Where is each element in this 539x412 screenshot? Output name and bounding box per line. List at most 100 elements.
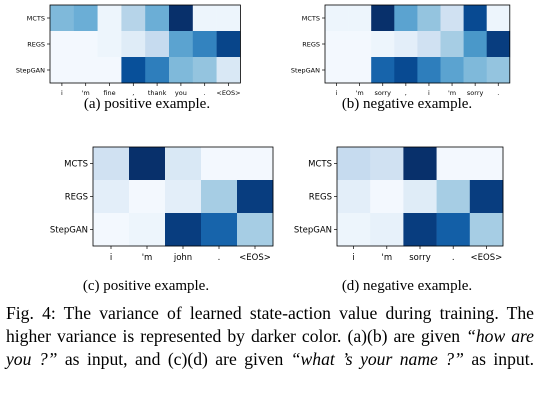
- column-tick-label: 'm: [142, 253, 153, 263]
- heatmap-cell: [417, 57, 441, 84]
- figure-label: Fig. 4:: [6, 303, 56, 323]
- column-tick-label: 'm: [448, 89, 456, 97]
- panel-caption: (c) positive example.: [83, 278, 209, 294]
- heatmap-cell: [129, 213, 166, 247]
- heatmap-cell: [463, 57, 487, 84]
- heatmap-cell: [463, 5, 487, 32]
- column-tick-label: ,: [405, 89, 407, 97]
- heatmap-cell: [237, 213, 274, 247]
- column-tick-label: .: [452, 253, 455, 263]
- row-tick-label: MCTS: [64, 159, 88, 169]
- heatmap-cell: [469, 180, 504, 214]
- column-tick-label: i: [61, 89, 63, 97]
- heatmap-cell: [50, 5, 75, 32]
- row-tick-label: StepGAN: [291, 66, 320, 74]
- heatmap-cell: [93, 180, 130, 214]
- heatmap-cell: [145, 5, 170, 32]
- heatmap-cell: [337, 180, 371, 214]
- heatmap-cell: [370, 213, 404, 247]
- heatmap-cell: [192, 5, 217, 32]
- heatmap-cell: [73, 5, 98, 32]
- heatmap-cell: [165, 147, 202, 181]
- heatmap-cell: [192, 57, 217, 84]
- figure-caption-quote-2: “what ’s your name ?”: [290, 349, 464, 369]
- heatmap-cell: [337, 213, 371, 247]
- heatmap-cell: [216, 31, 241, 58]
- heatmap-cell: [371, 31, 395, 58]
- column-tick-label: <EOS>: [471, 253, 503, 263]
- heatmap-cell: [201, 180, 238, 214]
- heatmap-cell: [201, 147, 238, 181]
- heatmap-cell: [237, 180, 274, 214]
- heatmap-cell: [370, 180, 404, 214]
- row-tick-label: REGS: [302, 40, 320, 48]
- heatmap-cell: [145, 57, 170, 84]
- row-tick-label: StepGAN: [50, 225, 88, 235]
- heatmap-cell: [417, 31, 441, 58]
- heatmap-cell: [463, 31, 487, 58]
- heatmap-cell: [73, 31, 98, 58]
- heatmap-cell: [337, 147, 371, 181]
- panel-caption: (b) negative example.: [342, 96, 472, 112]
- heatmap-cell: [325, 57, 349, 84]
- heatmap-cell: [440, 5, 464, 32]
- column-tick-label: .: [204, 89, 206, 97]
- row-tick-label: MCTS: [302, 14, 320, 22]
- heatmap-cell: [121, 57, 146, 84]
- heatmap-cell: [97, 31, 122, 58]
- heatmap-cell: [50, 57, 75, 84]
- heatmap-cell: [394, 5, 418, 32]
- heatmap-cell: [169, 57, 194, 84]
- heatmap-cell: [486, 57, 511, 84]
- heatmap-cell: [73, 57, 98, 84]
- heatmap-cell: [440, 31, 464, 58]
- column-tick-label: <EOS>: [216, 89, 240, 97]
- heatmap-panel: MCTS REGS StepGAN i 'm sorry, i 'm sorry.: [291, 4, 511, 97]
- heatmap-cell: [325, 5, 349, 32]
- heatmap-cell: [371, 5, 395, 32]
- heatmap-cell: [417, 5, 441, 32]
- figure-caption: Fig. 4: The variance of learned state-ac…: [6, 302, 534, 371]
- row-tick-label: REGS: [309, 192, 332, 202]
- heatmap-cell: [121, 5, 146, 32]
- heatmap-cell: [403, 213, 437, 247]
- row-tick-label: REGS: [27, 40, 45, 48]
- column-tick-label: sorry: [375, 89, 392, 97]
- heatmap-cell: [403, 147, 437, 181]
- heatmap-cell: [216, 5, 241, 32]
- column-tick-label: 'm: [381, 253, 392, 263]
- heatmap-panel: MCTS REGS StepGAN i 'm john. <EOS>: [50, 146, 274, 263]
- figure-caption-text-2: as input, and (c)(d) are given: [57, 349, 291, 369]
- heatmap-cell: [192, 31, 217, 58]
- heatmap-cell: [394, 31, 418, 58]
- heatmap-cell: [169, 31, 194, 58]
- column-tick-label: 'm: [82, 89, 90, 97]
- figure-caption-text-3: as input.: [463, 349, 534, 369]
- heatmap-cell: [403, 180, 437, 214]
- heatmap-cell: [348, 5, 372, 32]
- panel-caption: (d) negative example.: [342, 278, 472, 294]
- heatmap-cell: [436, 213, 471, 247]
- column-tick-label: john: [173, 253, 192, 263]
- heatmap-cell: [469, 147, 504, 181]
- column-tick-label: i: [336, 89, 338, 97]
- row-tick-label: StepGAN: [294, 225, 332, 235]
- heatmap-cell: [348, 57, 372, 84]
- heatmap-cell: [169, 5, 194, 32]
- figure-caption-text: The variance of learned state-action val…: [6, 303, 534, 346]
- heatmap-cell: [93, 213, 130, 247]
- heatmap-cell: [325, 31, 349, 58]
- heatmap-cell: [436, 180, 471, 214]
- heatmap-cell: [371, 57, 395, 84]
- row-tick-label: REGS: [65, 192, 88, 202]
- row-tick-label: StepGAN: [16, 66, 45, 74]
- heatmap-panel: MCTS REGS StepGAN i 'm sorry. <EOS>: [294, 146, 504, 263]
- column-tick-label: .: [218, 253, 221, 263]
- column-tick-label: 'm: [356, 89, 364, 97]
- heatmap-panel: MCTS REGS StepGAN i 'm fine, thank you. <EOS>: [16, 4, 241, 97]
- column-tick-label: <EOS>: [239, 253, 271, 263]
- column-tick-label: thank: [148, 89, 167, 97]
- column-tick-label: i: [352, 253, 354, 263]
- heatmap-cell: [486, 5, 511, 32]
